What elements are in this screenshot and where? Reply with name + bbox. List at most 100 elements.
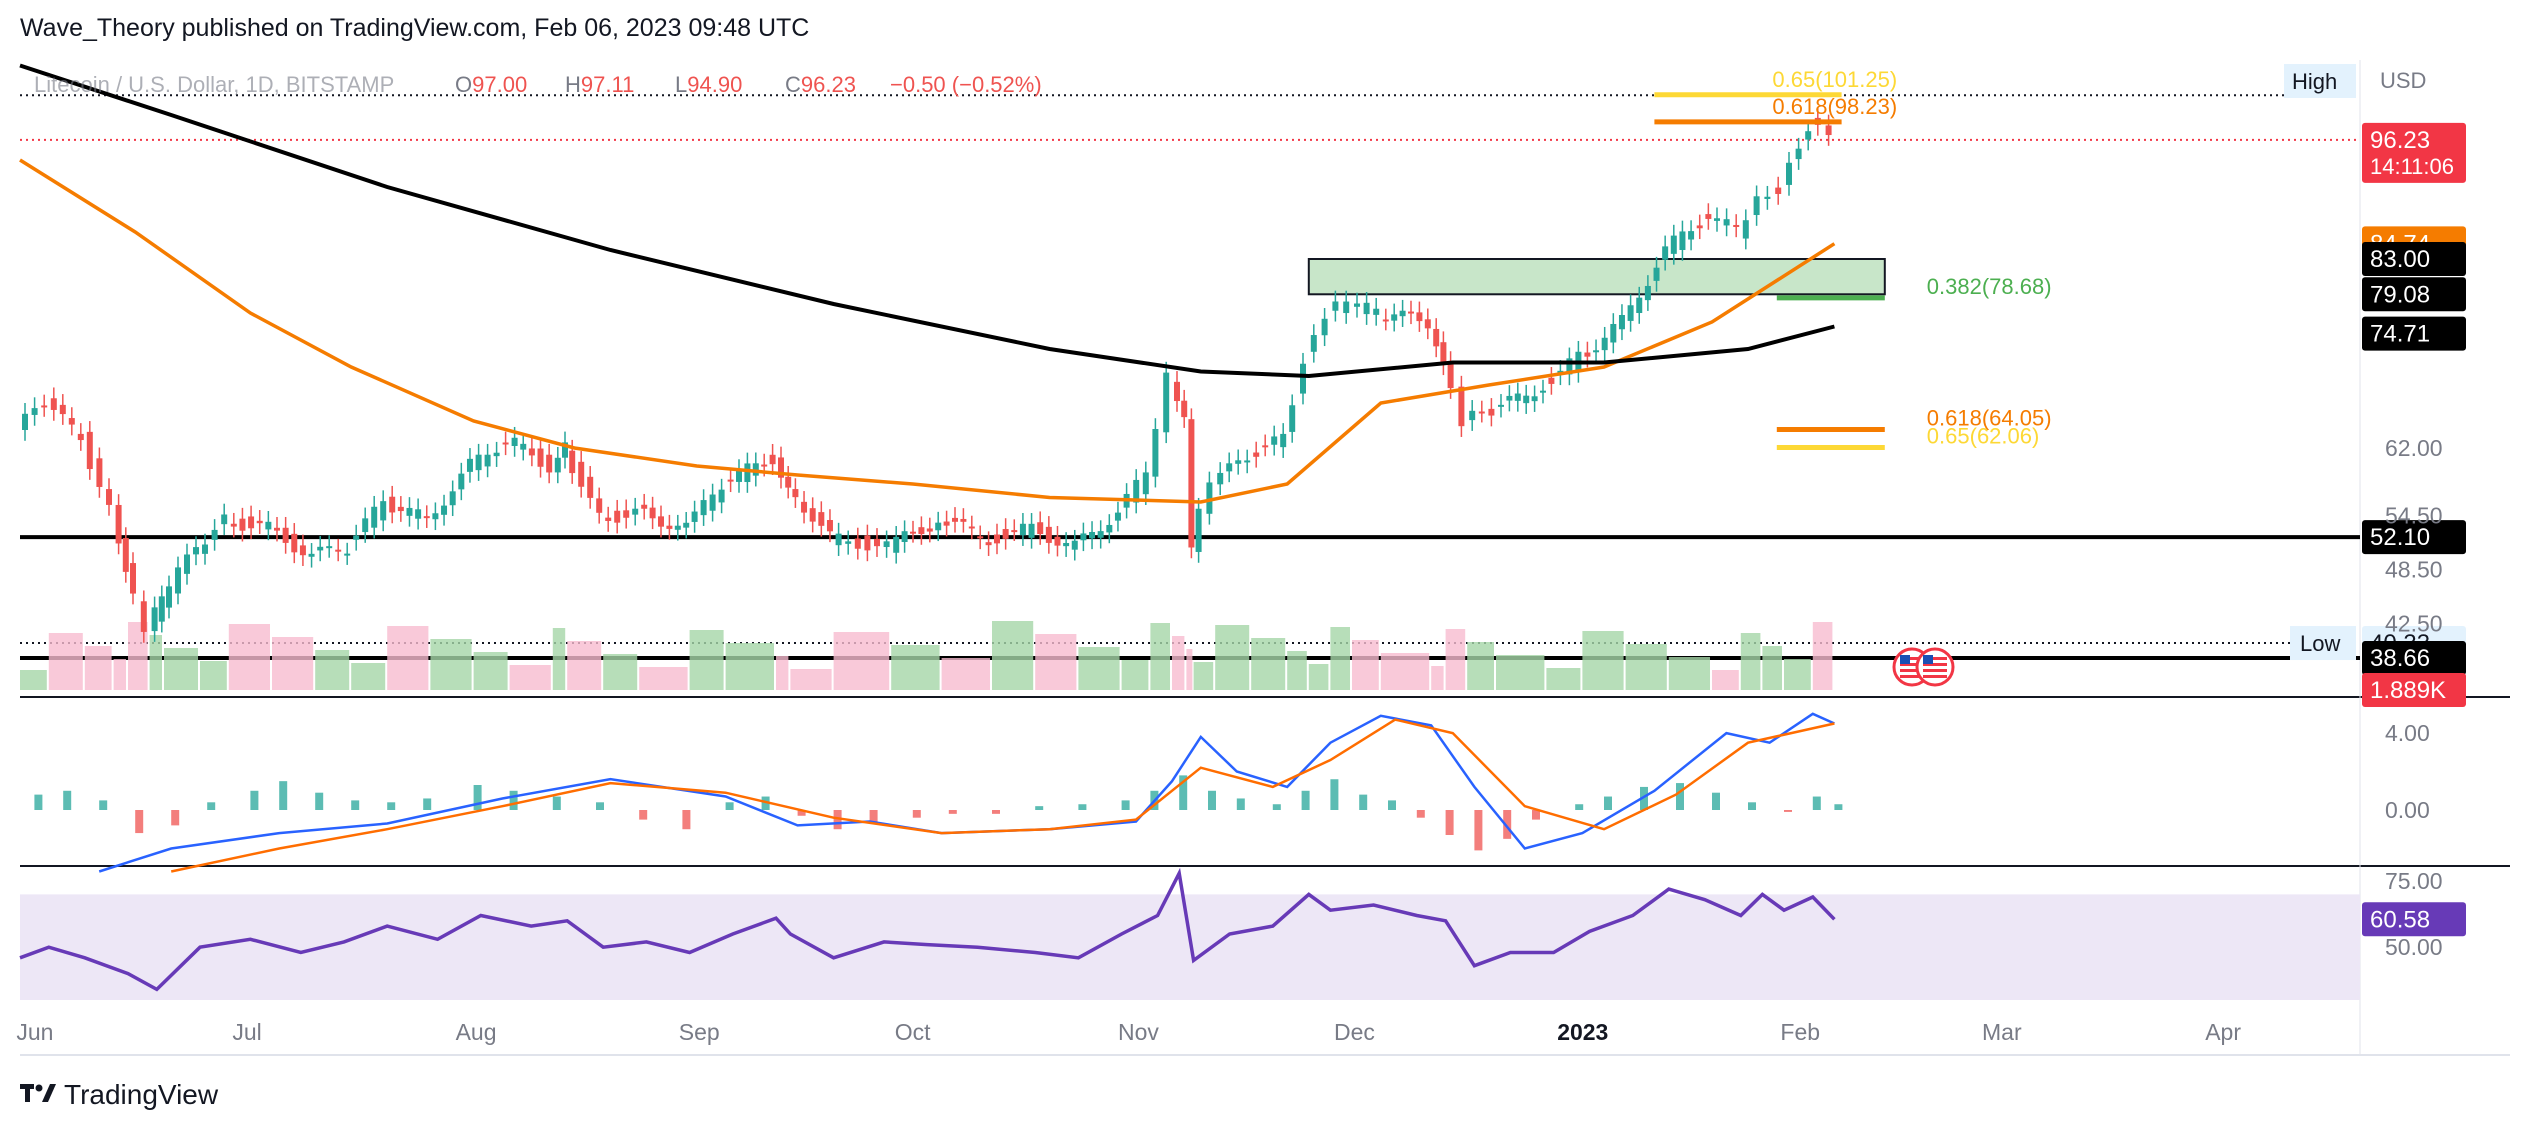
event-flag-circle bbox=[1915, 647, 1955, 687]
candle-body bbox=[562, 442, 568, 458]
candle-body bbox=[1289, 405, 1296, 432]
flag-stripe bbox=[1900, 657, 1924, 660]
macd-histogram-bar bbox=[473, 785, 482, 810]
volume-bar bbox=[1352, 640, 1379, 690]
candle-body bbox=[1795, 148, 1802, 160]
volume-bar bbox=[113, 659, 126, 690]
macd-histogram-bar bbox=[725, 802, 734, 810]
candle-body bbox=[1080, 533, 1087, 541]
candle-body bbox=[291, 533, 298, 553]
candle-body bbox=[415, 509, 422, 519]
flag-stripe bbox=[1900, 675, 1924, 678]
volume-bar bbox=[725, 643, 774, 690]
candle-body bbox=[1300, 363, 1306, 394]
candle-body bbox=[308, 553, 315, 557]
volume-bar bbox=[430, 639, 472, 690]
candle-body bbox=[1644, 285, 1651, 301]
candle-body bbox=[458, 473, 465, 490]
us-flag-icon bbox=[1892, 647, 1955, 687]
volume-bar bbox=[941, 658, 990, 690]
candle-body bbox=[1174, 381, 1180, 402]
candle-body bbox=[1391, 314, 1398, 321]
ohlc-legend-1: H97.11 bbox=[565, 72, 634, 97]
candle-body bbox=[587, 476, 594, 498]
candle-body bbox=[158, 596, 165, 622]
candle-body bbox=[1332, 301, 1339, 311]
volume-bar bbox=[84, 646, 112, 690]
candle-body bbox=[1019, 523, 1026, 536]
candle-body bbox=[344, 553, 351, 556]
volume-bar bbox=[1496, 655, 1545, 690]
flag-stripe bbox=[1923, 675, 1947, 678]
candle-body bbox=[22, 413, 28, 430]
macd-signal-line bbox=[170, 718, 1835, 873]
flag-stripe bbox=[1923, 669, 1947, 672]
ohlc-legend-3: C96.23 bbox=[785, 72, 856, 97]
candle-body bbox=[614, 510, 621, 523]
candle-body bbox=[1188, 419, 1195, 548]
price-tag-5 bbox=[2362, 277, 2466, 312]
macd-histogram-bar bbox=[315, 792, 324, 810]
candle-body bbox=[968, 526, 975, 529]
volume-bar bbox=[1121, 660, 1149, 690]
symbol-legend: Litecoin / U.S. Dollar, 1D, BITSTAMP bbox=[34, 72, 394, 97]
candle-body bbox=[1733, 224, 1740, 227]
candle-body bbox=[910, 531, 916, 534]
candle-body bbox=[115, 504, 122, 544]
candle-body bbox=[1705, 214, 1712, 219]
candle-body bbox=[1262, 445, 1269, 448]
candle-body bbox=[769, 454, 776, 465]
high-tag-box bbox=[2284, 64, 2356, 98]
candle-body bbox=[1133, 479, 1140, 503]
macd-histogram-bar bbox=[1388, 800, 1396, 810]
candle-body bbox=[977, 536, 984, 539]
candle-body bbox=[809, 508, 816, 522]
macd-histogram-bar bbox=[992, 810, 1000, 814]
candle-body bbox=[1433, 328, 1440, 347]
candle-body bbox=[1071, 540, 1078, 550]
macd-histogram-bar bbox=[34, 794, 43, 810]
candle-body bbox=[1382, 319, 1389, 322]
fib-level-label: 0.618(64.05) bbox=[1927, 406, 2052, 431]
tradingview-brand: TradingView bbox=[64, 1079, 219, 1110]
volume-bar bbox=[1186, 649, 1193, 690]
candle-body bbox=[96, 458, 103, 487]
candle-body bbox=[1506, 395, 1513, 401]
macd-histogram-bar bbox=[1712, 792, 1720, 810]
candle-body bbox=[1045, 526, 1052, 543]
price-tick-1: 48.50 bbox=[2385, 557, 2443, 583]
candle-body bbox=[1037, 522, 1044, 535]
candle-body bbox=[265, 521, 272, 530]
candle-body bbox=[1416, 312, 1423, 322]
candle-body bbox=[1002, 529, 1009, 539]
tradingview-footer[interactable]: TradingView bbox=[20, 1078, 218, 1112]
volume-bar bbox=[1712, 670, 1739, 690]
time-tick-0: Jun bbox=[16, 1019, 53, 1045]
candle-body bbox=[578, 461, 585, 487]
candle-body bbox=[380, 501, 387, 521]
volume-bar bbox=[351, 663, 386, 690]
candle-body bbox=[1447, 362, 1454, 389]
volume-bar bbox=[1812, 622, 1833, 690]
candle-body bbox=[202, 544, 208, 554]
macd-histogram-bar bbox=[1330, 779, 1339, 810]
candle-body bbox=[1540, 390, 1546, 393]
candle-body bbox=[893, 536, 900, 553]
macd-histogram-bar bbox=[912, 810, 921, 818]
macd-histogram-bar bbox=[1575, 804, 1584, 810]
volume-bar bbox=[1625, 644, 1667, 690]
volume-bar bbox=[552, 628, 566, 690]
volume-bar bbox=[387, 626, 429, 690]
time-tick-9: Mar bbox=[1982, 1019, 2022, 1045]
volume-bar bbox=[776, 656, 789, 690]
candle-body bbox=[569, 450, 576, 474]
candle-body bbox=[1217, 472, 1224, 485]
volume-bar bbox=[1215, 625, 1250, 690]
low-tag: Low bbox=[2300, 631, 2340, 656]
macd-histogram-bar bbox=[596, 802, 604, 810]
price-tag-4 bbox=[2362, 242, 2466, 276]
candle-body bbox=[528, 448, 535, 456]
macd-histogram-bar bbox=[1272, 804, 1281, 810]
